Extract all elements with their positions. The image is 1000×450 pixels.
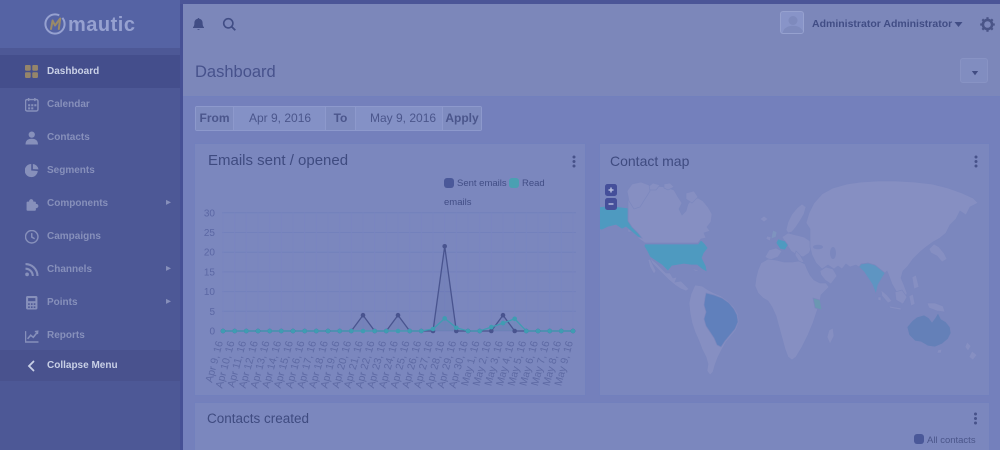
svg-text:0: 0 [209,327,215,338]
svg-text:20: 20 [204,248,216,259]
svg-text:25: 25 [204,228,216,239]
svg-text:30: 30 [204,208,216,219]
svg-text:mautic: mautic [68,14,135,36]
svg-text:15: 15 [204,267,216,278]
svg-text:5: 5 [209,307,215,318]
svg-text:10: 10 [204,287,216,298]
